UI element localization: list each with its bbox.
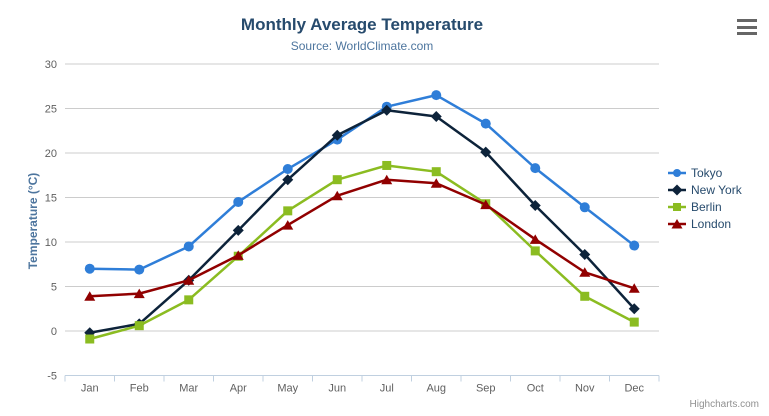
data-point[interactable] bbox=[480, 199, 492, 210]
data-point[interactable] bbox=[628, 303, 640, 315]
x-axis-label: Oct bbox=[527, 383, 544, 395]
chart-title: Monthly Average Temperature bbox=[240, 15, 484, 34]
data-point[interactable] bbox=[530, 246, 540, 256]
diamond-legend-marker-icon bbox=[668, 184, 686, 195]
menu-icon bbox=[737, 19, 757, 22]
y-axis-label: -5 bbox=[47, 371, 57, 383]
data-point[interactable] bbox=[529, 234, 541, 244]
chart-subtitle: Source: WorldClimate.com bbox=[290, 39, 434, 53]
legend-marker bbox=[671, 218, 683, 228]
data-point[interactable] bbox=[430, 111, 442, 123]
data-point[interactable] bbox=[529, 200, 541, 212]
series-line[interactable] bbox=[88, 109, 636, 335]
data-point[interactable] bbox=[431, 167, 441, 177]
data-point[interactable] bbox=[85, 334, 95, 344]
x-axis-label: Aug bbox=[426, 383, 446, 395]
data-point[interactable] bbox=[133, 288, 145, 299]
y-axis-label: 0 bbox=[51, 326, 57, 338]
data-point[interactable] bbox=[382, 160, 392, 170]
circle-legend-marker-icon bbox=[668, 168, 686, 177]
legend-item-new-york[interactable]: New York bbox=[668, 181, 742, 198]
context-menu-button[interactable] bbox=[735, 17, 759, 37]
series-tokyo bbox=[84, 90, 640, 275]
y-axis-label: 20 bbox=[45, 148, 57, 160]
x-axis-label: Feb bbox=[130, 383, 149, 395]
y-axis-label: 10 bbox=[45, 237, 57, 249]
data-point[interactable] bbox=[282, 164, 293, 175]
series-new-york bbox=[84, 104, 640, 339]
data-point[interactable] bbox=[331, 190, 343, 201]
data-point[interactable] bbox=[381, 174, 393, 185]
y-axis-label: 30 bbox=[45, 59, 57, 71]
x-axis-label: Apr bbox=[230, 383, 247, 395]
data-point[interactable] bbox=[580, 291, 590, 301]
x-axis-label: May bbox=[277, 383, 298, 395]
menu-icon bbox=[737, 32, 757, 35]
legend-item-london[interactable]: London bbox=[668, 215, 742, 232]
data-point[interactable] bbox=[430, 178, 442, 188]
data-point[interactable] bbox=[134, 264, 145, 275]
data-point[interactable] bbox=[579, 248, 591, 260]
data-point[interactable] bbox=[282, 220, 294, 230]
data-point[interactable] bbox=[84, 263, 95, 274]
data-point[interactable] bbox=[183, 241, 194, 252]
x-axis-label: Sep bbox=[476, 383, 496, 395]
legend-item-berlin[interactable]: Berlin bbox=[668, 198, 742, 215]
x-axis-label: Mar bbox=[179, 383, 198, 395]
data-point[interactable] bbox=[629, 317, 639, 327]
x-axis-label: Jun bbox=[328, 383, 346, 395]
legend-label: New York bbox=[691, 182, 742, 197]
y-axis-title: Temperature (°C) bbox=[26, 172, 40, 270]
triangle-legend-marker-icon bbox=[668, 218, 686, 228]
menu-icon bbox=[737, 25, 757, 29]
series-line[interactable] bbox=[88, 164, 636, 341]
legend-marker bbox=[671, 184, 683, 195]
series-line[interactable] bbox=[88, 178, 636, 298]
series-london bbox=[84, 174, 640, 301]
x-axis-label: Dec bbox=[624, 383, 644, 395]
x-axis-label: Jul bbox=[380, 383, 394, 395]
legend-label: Berlin bbox=[691, 199, 722, 214]
data-point[interactable] bbox=[134, 321, 144, 331]
highcharts-credits-link[interactable]: Highcharts.com bbox=[689, 399, 759, 410]
x-axis-label: Nov bbox=[575, 383, 595, 395]
data-point[interactable] bbox=[629, 240, 640, 251]
square-legend-marker-icon bbox=[668, 202, 686, 211]
legend-marker bbox=[673, 202, 681, 211]
legend-label: London bbox=[691, 216, 732, 231]
y-axis-label: 5 bbox=[51, 282, 57, 294]
legend: Tokyo New York Berlin London bbox=[668, 164, 742, 232]
data-point[interactable] bbox=[381, 104, 393, 116]
data-point[interactable] bbox=[233, 196, 244, 207]
data-point[interactable] bbox=[480, 118, 491, 129]
legend-item-tokyo[interactable]: Tokyo bbox=[668, 164, 742, 181]
data-point[interactable] bbox=[184, 295, 194, 305]
data-point[interactable] bbox=[628, 283, 640, 293]
y-axis-label: 25 bbox=[45, 104, 57, 116]
x-axis-label: Jan bbox=[81, 383, 99, 395]
data-point[interactable] bbox=[331, 129, 343, 141]
data-point[interactable] bbox=[232, 250, 244, 260]
data-point[interactable] bbox=[530, 163, 541, 174]
data-point[interactable] bbox=[183, 275, 195, 285]
data-point[interactable] bbox=[431, 90, 442, 101]
series-line[interactable] bbox=[88, 93, 636, 271]
data-point[interactable] bbox=[283, 206, 293, 216]
y-axis-label: 15 bbox=[45, 193, 57, 205]
data-point[interactable] bbox=[579, 267, 591, 277]
data-point[interactable] bbox=[332, 175, 342, 185]
data-point[interactable] bbox=[232, 224, 244, 236]
legend-label: Tokyo bbox=[691, 165, 723, 180]
data-point[interactable] bbox=[84, 291, 96, 301]
data-point[interactable] bbox=[579, 202, 590, 213]
legend-marker bbox=[673, 168, 681, 177]
data-point[interactable] bbox=[282, 174, 294, 186]
data-point[interactable] bbox=[480, 146, 492, 158]
